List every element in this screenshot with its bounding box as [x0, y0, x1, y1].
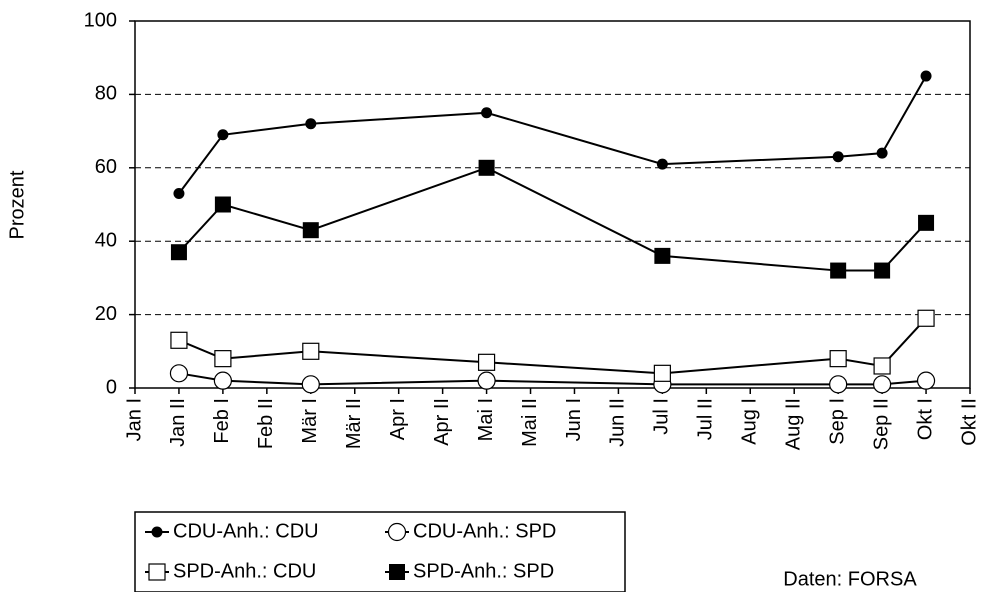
legend-label: CDU-Anh.: SPD [413, 520, 556, 542]
legend-box [134, 511, 626, 592]
data-point [302, 342, 320, 360]
data-point [301, 375, 320, 394]
x-tick-label: Feb I [211, 398, 233, 444]
series-line [178, 317, 927, 375]
x-tick-label: Jun II [607, 398, 629, 447]
data-point [920, 70, 932, 82]
series-line [178, 372, 927, 386]
x-tick-label: Okt I [914, 398, 936, 440]
legend-marker [389, 564, 405, 580]
data-point [917, 309, 935, 327]
data-point [217, 129, 229, 141]
plot-frame [134, 20, 971, 389]
x-tick-label: Sep I [826, 398, 848, 445]
data-point [830, 262, 847, 279]
data-point [874, 262, 891, 279]
data-point [656, 158, 668, 170]
data-point [477, 371, 496, 390]
x-tick-label: Jun I [563, 398, 585, 441]
data-point [169, 364, 189, 383]
x-tick-label: Aug II [782, 398, 804, 450]
data-point [873, 375, 892, 394]
data-point [918, 214, 935, 231]
data-point [478, 159, 495, 176]
x-tick-label: Mai I [475, 398, 497, 441]
x-tick-label: Mär I [299, 398, 321, 444]
data-point [873, 357, 891, 375]
data-point [829, 375, 848, 394]
data-point [653, 364, 671, 382]
data-point [876, 147, 888, 159]
source-note: Daten: FORSA [783, 568, 917, 590]
x-tick-label: Apr II [431, 398, 453, 446]
y-axis-label: Prozent [6, 170, 28, 239]
legend-marker [387, 522, 407, 542]
data-point [214, 196, 231, 213]
x-tick-label: Jan I [123, 398, 145, 441]
x-tick-label: Feb II [255, 398, 277, 449]
legend-marker [148, 563, 166, 581]
x-tick-label: Okt II [958, 398, 980, 446]
legend-label: SPD-Anh.: CDU [173, 560, 316, 582]
x-tick-label: Jul II [695, 398, 717, 440]
x-tick-label: Jul I [651, 398, 673, 435]
x-tick-label: Jan II [167, 398, 189, 447]
data-point [213, 371, 232, 390]
data-point [654, 247, 671, 264]
y-tick-label: 40 [95, 229, 117, 251]
data-point [832, 151, 844, 163]
series-line [178, 166, 927, 272]
data-point [916, 371, 936, 390]
y-tick-label: 60 [95, 156, 117, 178]
data-point [477, 353, 496, 371]
x-tick-label: Mai II [519, 398, 541, 447]
y-tick-label: 100 [84, 9, 117, 31]
data-point [173, 187, 185, 199]
x-tick-label: Aug I [739, 398, 761, 445]
y-tick-label: 0 [106, 376, 117, 398]
data-point [305, 118, 317, 130]
data-point [481, 107, 493, 119]
legend-marker [151, 526, 163, 538]
data-point [170, 331, 188, 349]
data-point [214, 350, 232, 368]
legend-label: SPD-Anh.: SPD [413, 560, 554, 582]
data-point [170, 244, 187, 261]
x-tick-label: Apr I [387, 398, 409, 440]
series-line [178, 75, 927, 195]
data-point [302, 222, 319, 239]
legend-label: CDU-Anh.: CDU [173, 520, 319, 542]
y-tick-label: 80 [95, 83, 117, 105]
x-tick-label: Sep II [870, 398, 892, 450]
x-tick-label: Mär II [343, 398, 365, 449]
y-tick-label: 20 [95, 303, 117, 325]
data-point [829, 350, 847, 368]
